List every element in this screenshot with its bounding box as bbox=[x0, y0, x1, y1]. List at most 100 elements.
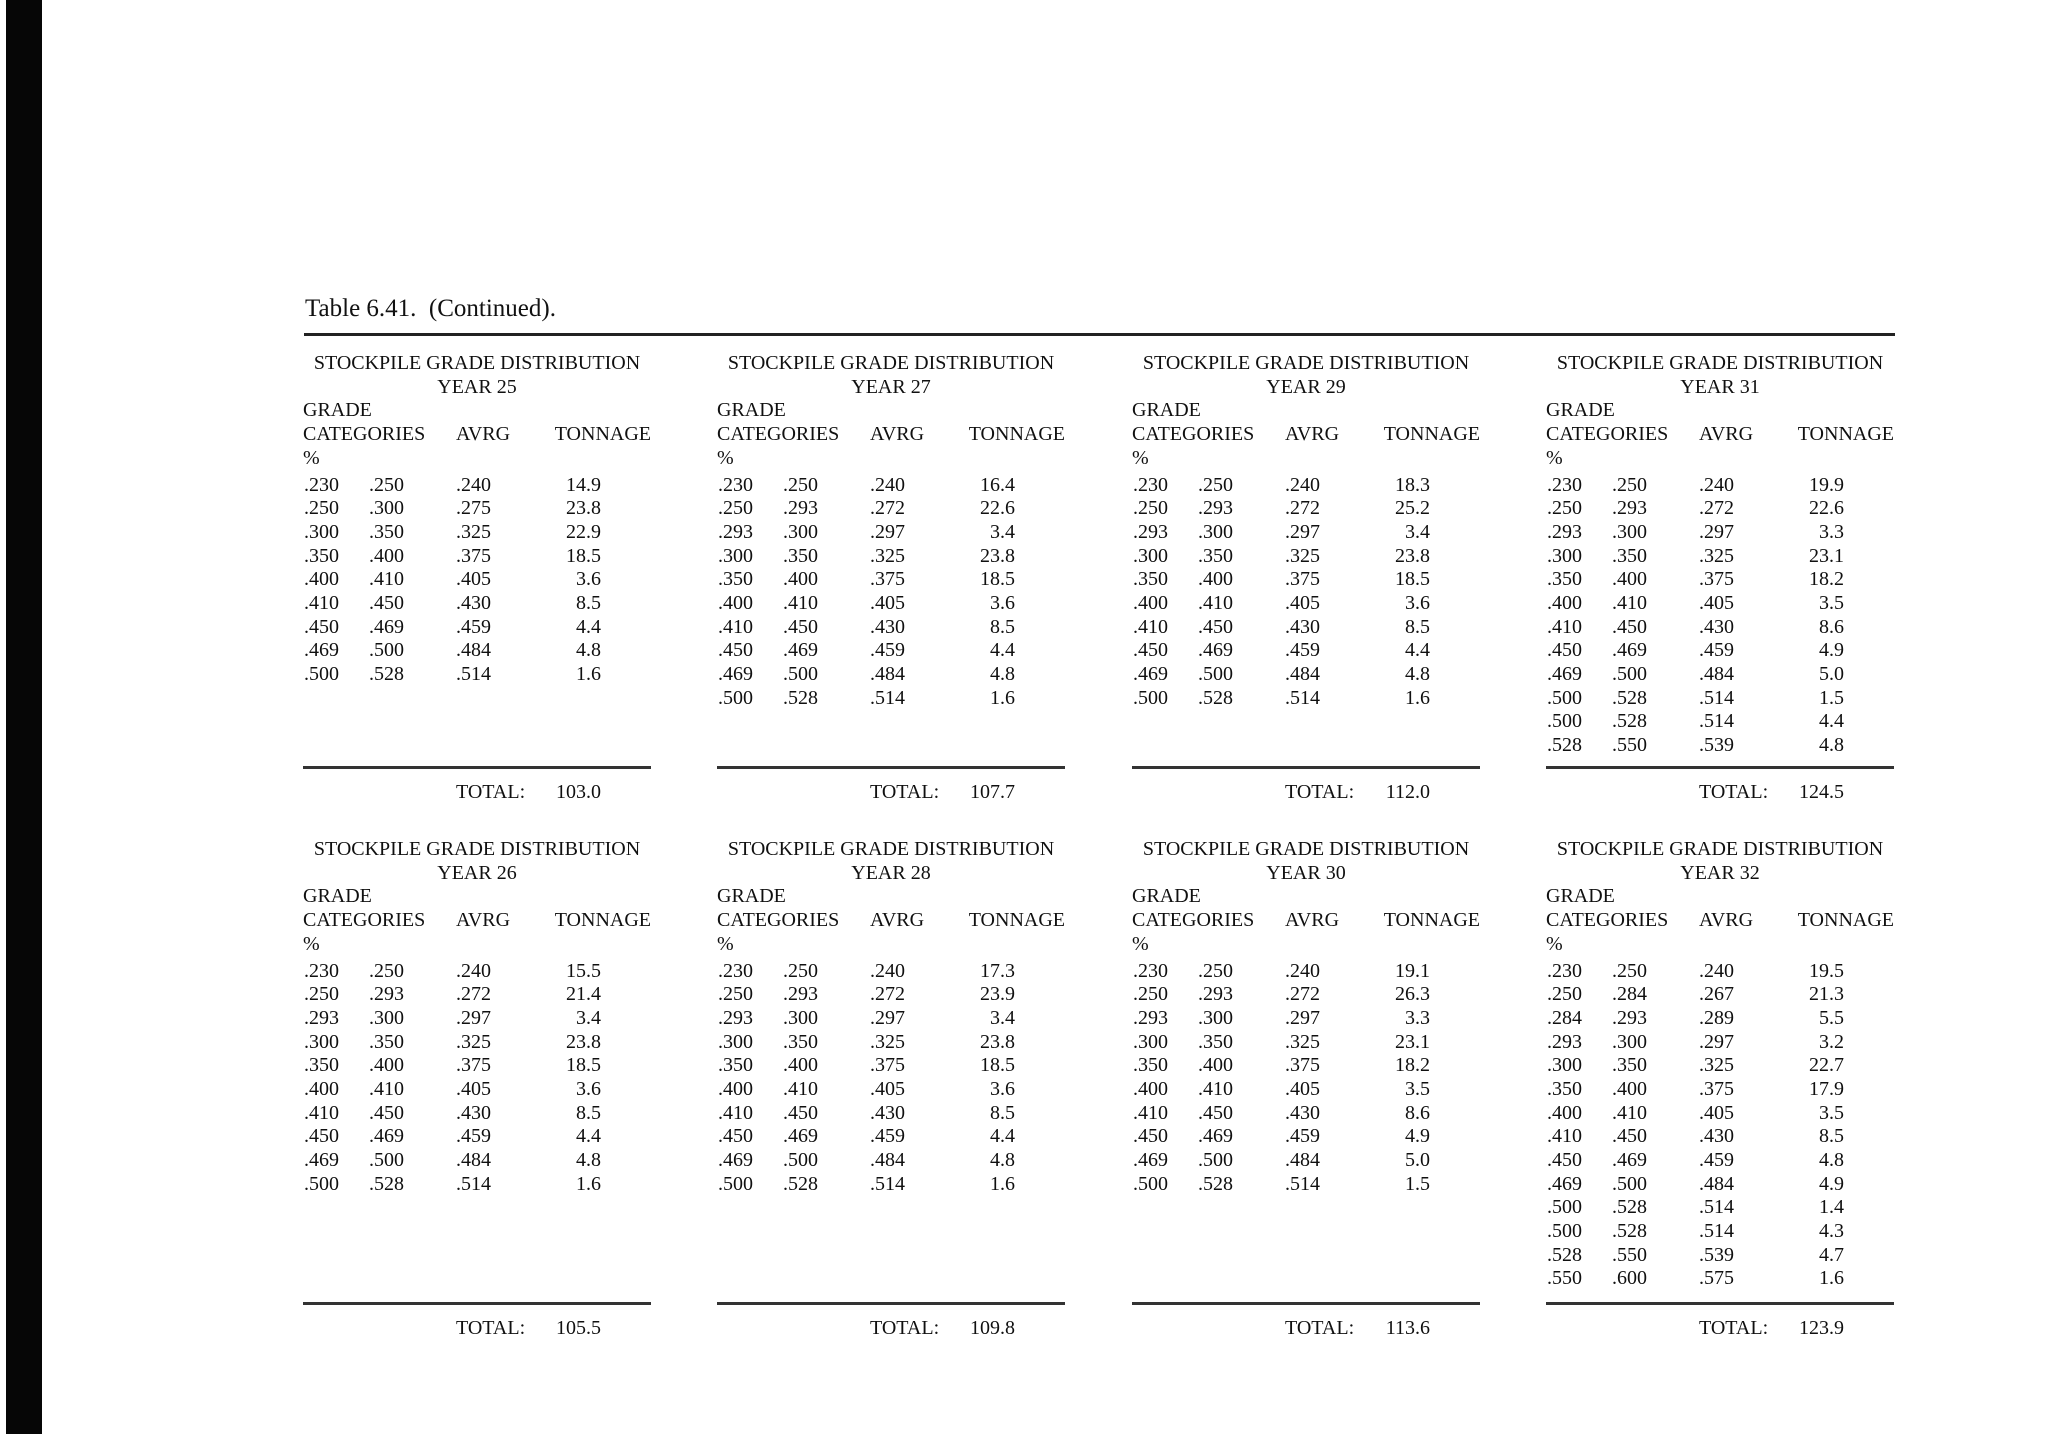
grade-from: .469 bbox=[1547, 663, 1582, 685]
grade-to: .410 bbox=[783, 1077, 818, 1100]
grade-to: .550 bbox=[1612, 1243, 1647, 1266]
grade-to: .300 bbox=[1612, 1030, 1647, 1053]
avrg-value: .575 bbox=[1699, 1267, 1734, 1290]
table-row: .230 .250 .240 19.9 bbox=[1546, 474, 1894, 498]
grade-from: .250 bbox=[304, 983, 339, 1006]
grade-from: .450 bbox=[1133, 1125, 1168, 1148]
tonnage-value: 3.2 bbox=[1819, 1030, 1844, 1053]
grade-to: .293 bbox=[369, 983, 404, 1006]
grade-from: .400 bbox=[1133, 591, 1168, 614]
tonnage-value: 4.8 bbox=[1405, 663, 1430, 685]
grade-from: .293 bbox=[1133, 1006, 1168, 1029]
avrg-value: .405 bbox=[1285, 591, 1320, 614]
col-header-tonnage: TONNAGE bbox=[554, 423, 651, 446]
table-caption: Table 6.41. (Continued). bbox=[305, 295, 556, 322]
grade-to: .400 bbox=[783, 1054, 818, 1077]
avrg-value: .375 bbox=[1699, 568, 1734, 591]
total-rule bbox=[717, 1302, 1065, 1305]
col-header-percent: % bbox=[303, 446, 320, 469]
column-headers: CATEGORIES AVRG TONNAGE bbox=[717, 423, 1065, 447]
table-row: .400 .410 .405 3.6 bbox=[717, 1078, 1065, 1102]
avrg-value: .297 bbox=[1285, 520, 1320, 543]
page-scan-edge bbox=[6, 0, 42, 1434]
col-header-avrg: AVRG bbox=[1285, 423, 1340, 446]
avrg-value: .405 bbox=[1699, 1101, 1734, 1124]
avrg-value: .272 bbox=[870, 983, 905, 1006]
grade-to: .469 bbox=[1198, 639, 1233, 662]
grade-from: .450 bbox=[304, 1125, 339, 1148]
table-row: .350 .400 .375 18.2 bbox=[1546, 568, 1894, 592]
grade-to: .400 bbox=[783, 568, 818, 591]
avrg-value: .405 bbox=[456, 1077, 491, 1100]
grade-from: .350 bbox=[304, 544, 339, 567]
avrg-value: .405 bbox=[870, 1077, 905, 1100]
grade-to: .293 bbox=[1198, 983, 1233, 1006]
grade-to: .450 bbox=[369, 591, 404, 614]
col-header-categories: CATEGORIES bbox=[303, 423, 426, 446]
tonnage-value: 3.3 bbox=[1819, 520, 1844, 543]
total-value: 113.6 bbox=[1385, 1317, 1430, 1339]
avrg-value: .459 bbox=[1285, 1125, 1320, 1148]
grade-to: .469 bbox=[1198, 1125, 1233, 1148]
avrg-value: .514 bbox=[1699, 1196, 1734, 1219]
col-header-grade: GRADE bbox=[303, 885, 372, 908]
table-row: .400 .410 .405 3.5 bbox=[1546, 1102, 1894, 1126]
table-row: .528 .550 .539 4.7 bbox=[1546, 1244, 1894, 1268]
grade-to: .469 bbox=[369, 1125, 404, 1148]
grade-from: .230 bbox=[1547, 959, 1582, 982]
grade-to: .350 bbox=[369, 1030, 404, 1053]
grade-from: .350 bbox=[1547, 568, 1582, 591]
table-row: .250 .293 .272 25.2 bbox=[1132, 497, 1480, 521]
grade-from: .293 bbox=[718, 1006, 753, 1029]
tonnage-value: 3.6 bbox=[1405, 591, 1430, 614]
col-header-percent: % bbox=[1132, 446, 1149, 469]
table-row: .469 .500 .484 5.0 bbox=[1132, 1149, 1480, 1173]
grade-from: .410 bbox=[304, 1101, 339, 1124]
tonnage-value: 3.3 bbox=[1405, 1006, 1430, 1029]
total-label: TOTAL: bbox=[1285, 781, 1355, 803]
tonnage-value: 15.5 bbox=[566, 959, 601, 982]
total-row: TOTAL: 112.0 bbox=[1132, 781, 1480, 805]
total-label: TOTAL: bbox=[456, 1317, 526, 1339]
grade-to: .500 bbox=[1198, 1149, 1233, 1171]
col-header-avrg: AVRG bbox=[870, 423, 925, 446]
col-header-avrg: AVRG bbox=[456, 909, 511, 932]
col-header-categories: CATEGORIES bbox=[717, 423, 840, 446]
grade-from: .300 bbox=[304, 1030, 339, 1053]
grade-from: .410 bbox=[304, 591, 339, 614]
grade-from: .410 bbox=[1133, 615, 1168, 638]
table-row: .469 .500 .484 4.8 bbox=[303, 639, 651, 663]
col-header-percent: % bbox=[717, 446, 734, 469]
col-header-tonnage: TONNAGE bbox=[1797, 909, 1894, 932]
grade-to: .350 bbox=[369, 520, 404, 543]
grade-from: .350 bbox=[718, 568, 753, 591]
grade-to: .410 bbox=[1198, 1077, 1233, 1100]
table-title: STOCKPILE GRADE DISTRIBUTION bbox=[727, 352, 1055, 374]
grade-to: .450 bbox=[1612, 1125, 1647, 1148]
table-year: YEAR 25 bbox=[437, 375, 517, 398]
table-row: .469 .500 .484 4.8 bbox=[1132, 663, 1480, 687]
grade-from: .300 bbox=[1547, 544, 1582, 567]
tonnage-value: 1.6 bbox=[1819, 1267, 1844, 1290]
grade-to: .469 bbox=[1612, 1149, 1647, 1171]
table-row: .300 .350 .325 22.7 bbox=[1546, 1054, 1894, 1078]
avrg-value: .484 bbox=[870, 663, 905, 685]
header-rule bbox=[304, 333, 1895, 336]
total-label: TOTAL: bbox=[1699, 1317, 1769, 1339]
grade-from: .293 bbox=[718, 520, 753, 543]
tonnage-value: 18.2 bbox=[1809, 568, 1844, 591]
col-header-categories: CATEGORIES bbox=[717, 909, 840, 932]
grade-to: .410 bbox=[1612, 591, 1647, 614]
grade-from: .450 bbox=[1547, 1149, 1582, 1171]
grade-to: .528 bbox=[783, 1172, 818, 1195]
grade-from: .550 bbox=[1547, 1267, 1582, 1290]
avrg-value: .430 bbox=[1285, 615, 1320, 638]
grade-from: .300 bbox=[304, 520, 339, 543]
tonnage-value: 1.5 bbox=[1819, 686, 1844, 709]
grade-to: .500 bbox=[1612, 663, 1647, 685]
stockpile-table-year-32: STOCKPILE GRADE DISTRIBUTION YEAR 32 GRA… bbox=[1546, 838, 1894, 1358]
grade-to: .250 bbox=[1198, 473, 1233, 496]
table-row: .469 .500 .484 4.9 bbox=[1546, 1173, 1894, 1197]
avrg-value: .514 bbox=[870, 686, 905, 709]
